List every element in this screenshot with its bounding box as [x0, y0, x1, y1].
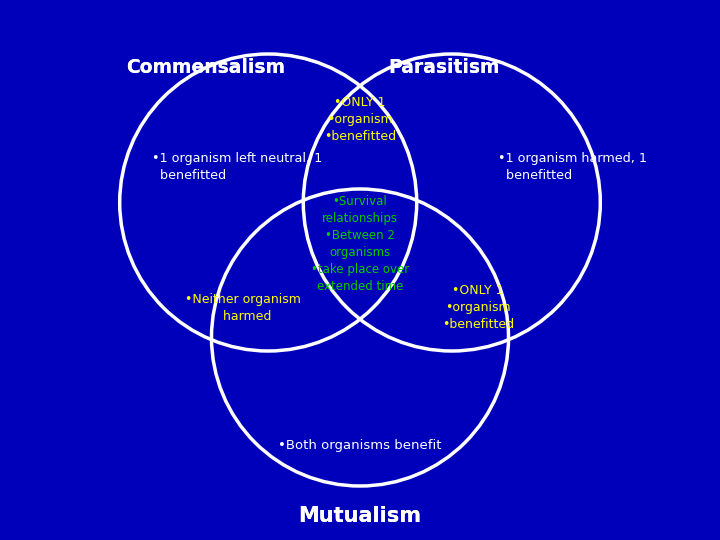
Text: •Both organisms benefit: •Both organisms benefit — [278, 439, 442, 452]
Text: •Survival
relationships
•Between 2
organisms
•take place over
extended time: •Survival relationships •Between 2 organ… — [311, 195, 409, 293]
Text: •ONLY 1
•organism
•benefitted: •ONLY 1 •organism •benefitted — [324, 96, 396, 144]
Text: Commensalism: Commensalism — [127, 58, 286, 77]
Text: •Neither organism
  harmed: •Neither organism harmed — [185, 293, 301, 323]
Text: •1 organism harmed, 1
  benefitted: •1 organism harmed, 1 benefitted — [498, 152, 647, 183]
Text: Mutualism: Mutualism — [299, 505, 421, 526]
Text: Mutualism: Mutualism — [299, 505, 421, 526]
Text: •ONLY 1
•organism
•benefitted: •ONLY 1 •organism •benefitted — [441, 284, 514, 332]
Text: Parasitism: Parasitism — [388, 58, 500, 77]
Text: Commensalism: Commensalism — [127, 58, 286, 77]
Text: •1 organism left neutral, 1
  benefitted: •1 organism left neutral, 1 benefitted — [152, 152, 323, 183]
Text: Parasitism: Parasitism — [388, 58, 500, 77]
